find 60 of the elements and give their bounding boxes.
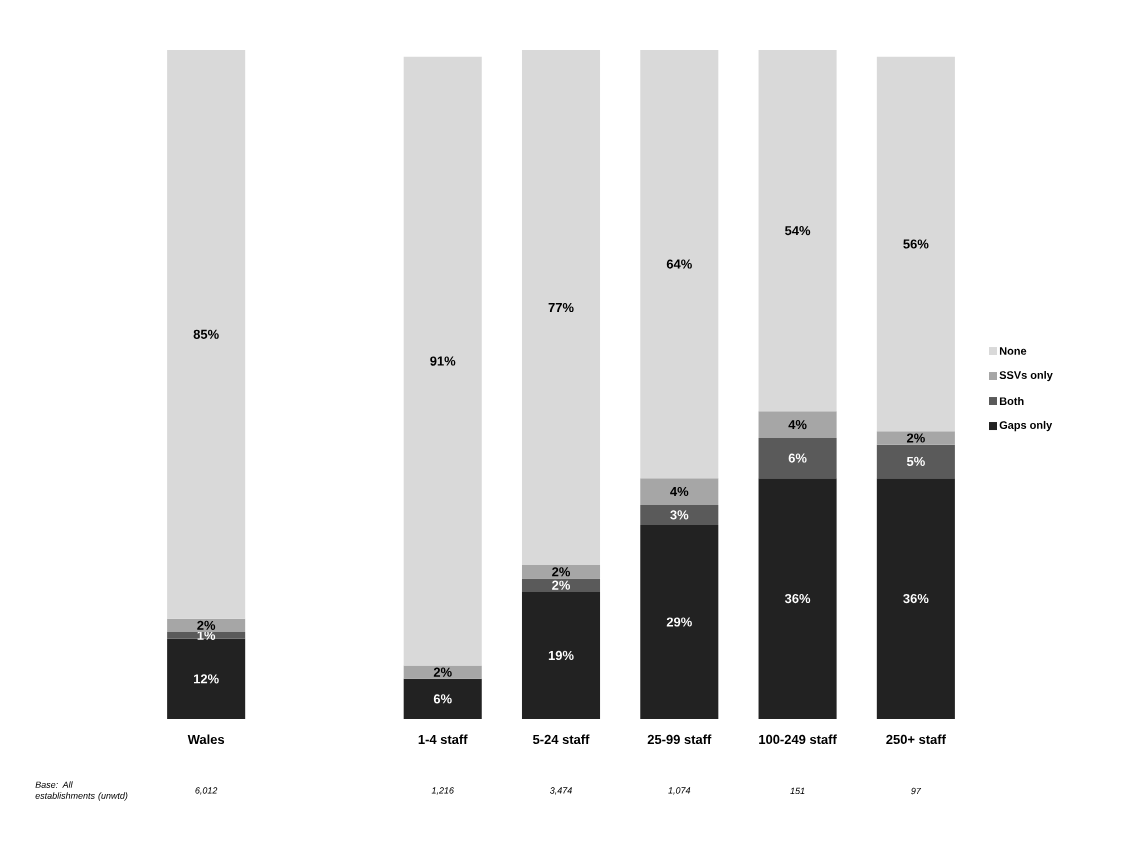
data-label: 36% — [784, 593, 811, 604]
bar — [167, 49, 246, 619]
bar — [640, 524, 719, 719]
data-label: 85% — [193, 329, 219, 339]
bar — [876, 478, 955, 719]
bar — [167, 638, 246, 719]
data-label: 2% — [433, 667, 452, 677]
data-label: 4% — [670, 486, 689, 497]
x-tick-label: 100-249 staff — [759, 734, 837, 745]
bar — [758, 438, 837, 479]
data-label: 4% — [788, 420, 807, 430]
data-label: 3% — [670, 510, 689, 520]
data-label: 5% — [906, 456, 925, 466]
x-tick-label: 1-4 staff — [418, 734, 468, 745]
text: 6,012 — [195, 787, 218, 795]
x-tick-label: Wales — [187, 734, 225, 745]
data-label: 19% — [548, 650, 574, 661]
text: Base: All establishments (unwtd) — [35, 781, 128, 801]
bar — [521, 578, 601, 592]
data-label: 6% — [433, 694, 452, 704]
bar — [758, 411, 837, 438]
x-tick-label: 250+ staff — [886, 734, 946, 745]
data-label: 64% — [666, 259, 692, 269]
data-label: 2% — [552, 580, 571, 590]
text: 151 — [790, 787, 805, 795]
bar — [521, 565, 601, 579]
text: 3,474 — [549, 787, 572, 795]
bar — [758, 478, 837, 719]
legend-label: Gaps only — [999, 420, 1053, 432]
data-label: 2% — [197, 620, 216, 630]
bar — [403, 56, 482, 666]
bar — [640, 478, 719, 505]
bar — [521, 591, 601, 719]
data-label: 77% — [548, 302, 574, 313]
data-label: 54% — [785, 226, 811, 236]
text: 97 — [911, 787, 922, 795]
bar — [403, 678, 482, 719]
x-tick-label: 5-24 staff — [532, 734, 590, 745]
bar — [640, 49, 719, 479]
data-label: 36% — [903, 593, 929, 604]
legend-label: None — [999, 347, 1027, 355]
data-label: 6% — [788, 453, 807, 463]
data-label: 56% — [903, 239, 929, 249]
data-label: 29% — [666, 617, 692, 627]
text: 1,074 — [668, 787, 691, 795]
bar — [876, 56, 955, 432]
legend-label: SSVs only — [999, 370, 1053, 382]
data-label: 2% — [552, 567, 571, 577]
bar — [876, 444, 955, 479]
bar — [876, 431, 955, 445]
data-label: 2% — [906, 433, 925, 443]
bar — [640, 504, 719, 525]
legend-label: Both — [999, 397, 1024, 406]
bar — [403, 665, 482, 679]
text: 1,216 — [431, 787, 454, 795]
data-label: 91% — [430, 356, 456, 366]
x-tick-label: 25-99 staff — [647, 734, 712, 745]
data-label: 12% — [194, 674, 219, 684]
bar — [758, 49, 837, 412]
bar — [521, 49, 601, 566]
